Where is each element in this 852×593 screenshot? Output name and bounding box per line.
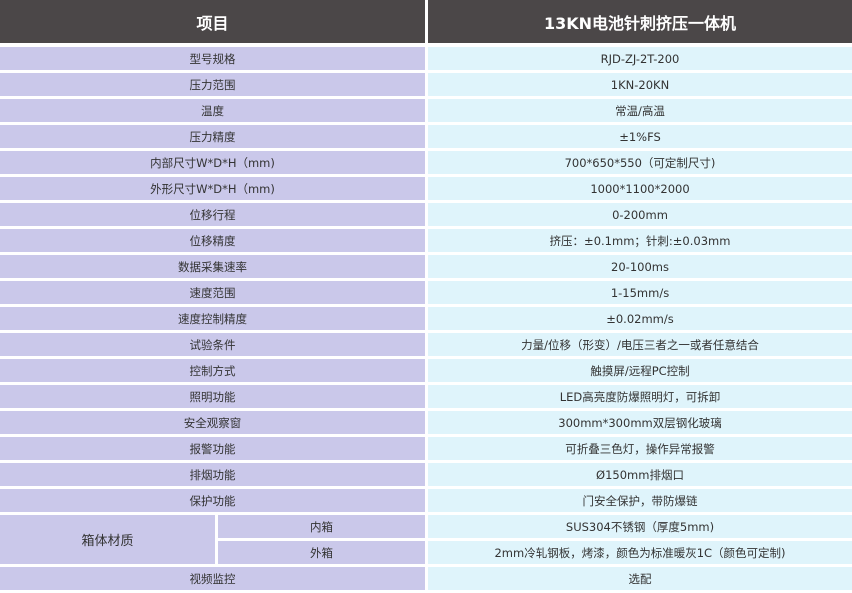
spec-value: 常温/高温 bbox=[428, 99, 852, 122]
spec-label: 型号规格 bbox=[0, 47, 425, 70]
spec-label: 保护功能 bbox=[0, 489, 425, 512]
spec-value: 门安全保护，带防爆链 bbox=[428, 489, 852, 512]
spec-value: 触摸屏/远程PC控制 bbox=[428, 359, 852, 382]
spec-label: 压力精度 bbox=[0, 125, 425, 148]
spec-label: 内部尺寸W*D*H（mm) bbox=[0, 151, 425, 174]
spec-label: 温度 bbox=[0, 99, 425, 122]
spec-value: 1KN-20KN bbox=[428, 73, 852, 96]
spec-label: 位移行程 bbox=[0, 203, 425, 226]
material-sub-value: 2mm冷轧钢板，烤漆，颜色为标准暖灰1C（颜色可定制) bbox=[428, 541, 852, 564]
spec-value: 1-15mm/s bbox=[428, 281, 852, 304]
spec-label: 安全观察窗 bbox=[0, 411, 425, 434]
spec-value: ±1%FS bbox=[428, 125, 852, 148]
spec-value: 1000*1100*2000 bbox=[428, 177, 852, 200]
spec-label: 排烟功能 bbox=[0, 463, 425, 486]
spec-label: 数据采集速率 bbox=[0, 255, 425, 278]
spec-label: 速度控制精度 bbox=[0, 307, 425, 330]
spec-value: 选配 bbox=[428, 567, 852, 590]
spec-value: 700*650*550（可定制尺寸) bbox=[428, 151, 852, 174]
spec-label: 压力范围 bbox=[0, 73, 425, 96]
header-item: 项目 bbox=[0, 0, 425, 43]
header-product: 13KN电池针刺挤压一体机 bbox=[428, 0, 852, 43]
spec-label: 视频监控 bbox=[0, 567, 425, 590]
material-sub-value: SUS304不锈钢（厚度5mm) bbox=[428, 515, 852, 538]
spec-value: ±0.02mm/s bbox=[428, 307, 852, 330]
spec-label: 试验条件 bbox=[0, 333, 425, 356]
spec-label: 外形尺寸W*D*H（mm) bbox=[0, 177, 425, 200]
spec-label: 控制方式 bbox=[0, 359, 425, 382]
material-sub-label: 外箱 bbox=[218, 541, 425, 564]
spec-value: 300mm*300mm双层钢化玻璃 bbox=[428, 411, 852, 434]
spec-value: 0-200mm bbox=[428, 203, 852, 226]
spec-label: 报警功能 bbox=[0, 437, 425, 460]
spec-value: Ø150mm排烟口 bbox=[428, 463, 852, 486]
spec-value: 可折叠三色灯，操作异常报警 bbox=[428, 437, 852, 460]
material-label: 箱体材质 bbox=[0, 515, 215, 564]
spec-value: 力量/位移（形变）/电压三者之一或者任意结合 bbox=[428, 333, 852, 356]
spec-value: 挤压：±0.1mm；针刺:±0.03mm bbox=[428, 229, 852, 252]
spec-value: LED高亮度防爆照明灯，可拆卸 bbox=[428, 385, 852, 408]
spec-value: 20-100ms bbox=[428, 255, 852, 278]
spec-label: 速度范围 bbox=[0, 281, 425, 304]
spec-label: 照明功能 bbox=[0, 385, 425, 408]
spec-label: 位移精度 bbox=[0, 229, 425, 252]
material-sub-label: 内箱 bbox=[218, 515, 425, 538]
spec-value: RJD-ZJ-2T-200 bbox=[428, 47, 852, 70]
